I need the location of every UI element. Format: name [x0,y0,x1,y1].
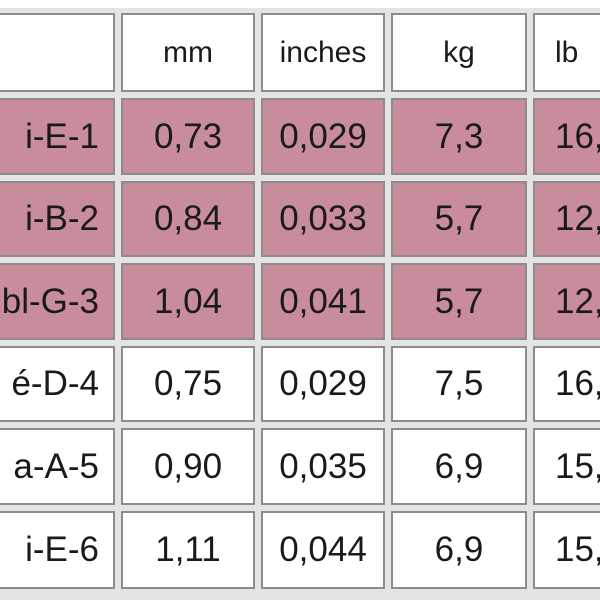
table-cell: 15, [533,428,600,505]
row-label: i-E-6 [0,511,115,589]
table-cell: 5,7 [391,263,527,340]
corner-cell [0,13,115,92]
table-cell: 5,7 [391,181,527,257]
table-cell: 16, [533,346,600,422]
column-header: kg [391,13,527,92]
row-label: i-E-1 [0,98,115,175]
table-cell: 1,11 [121,511,255,589]
table-cell: 6,9 [391,428,527,505]
row-label: bl-G-3 [0,263,115,340]
table-cell: 0,75 [121,346,255,422]
row-label: a-A-5 [0,428,115,505]
table-cell: 6,9 [391,511,527,589]
top-margin [0,0,600,8]
row-label: i-B-2 [0,181,115,257]
table-cell: 12, [533,263,600,340]
table-cell: 0,029 [261,346,385,422]
table-cell: 0,041 [261,263,385,340]
table-cell: 7,3 [391,98,527,175]
table-cell: 0,033 [261,181,385,257]
table-cell: 0,029 [261,98,385,175]
table-cell: 12, [533,181,600,257]
column-header: mm [121,13,255,92]
column-header: lb [533,13,600,92]
row-label: é-D-4 [0,346,115,422]
table-cell: 0,84 [121,181,255,257]
table-cell: 0,035 [261,428,385,505]
table-cell: 0,73 [121,98,255,175]
table-cell: 1,04 [121,263,255,340]
column-header: inches [261,13,385,92]
table-cell: 0,044 [261,511,385,589]
table-cell: 16, [533,98,600,175]
table-cell: 7,5 [391,346,527,422]
table-cell: 0,90 [121,428,255,505]
table-cell: 15, [533,511,600,589]
